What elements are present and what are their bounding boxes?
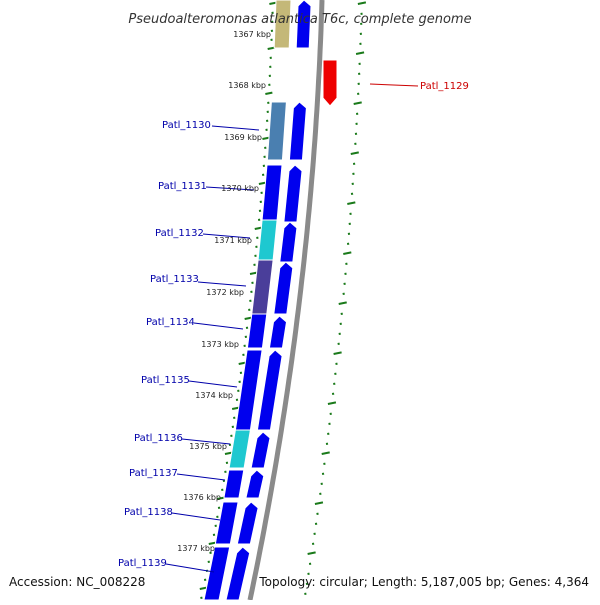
tick-mark [315, 502, 323, 504]
gene-arrow-patl-1129 [323, 60, 337, 106]
kbp-label: 1375 kbp [189, 442, 227, 451]
kbp-label: 1374 kbp [195, 391, 233, 400]
kbp-label: 1373 kbp [201, 340, 239, 349]
gene-block [258, 220, 277, 260]
kbp-label: 1370 kbp [221, 184, 259, 193]
kbp-label: 1376 kbp [183, 493, 221, 502]
kbp-label: 1367 kbp [233, 30, 271, 39]
label-leader-line [198, 282, 246, 286]
gene-label: Patl_1129 [420, 81, 469, 92]
gene-label: Patl_1138 [124, 507, 173, 518]
tick-mark [339, 302, 347, 304]
tick-mark [269, 3, 276, 4]
tick-mark [328, 402, 336, 404]
label-leader-line [194, 323, 243, 329]
label-leader-line [370, 84, 418, 86]
label-leader-line [189, 381, 237, 387]
label-leader-line [166, 564, 214, 572]
gene-label: Patl_1133 [150, 274, 199, 285]
tick-mark [308, 552, 316, 554]
tick-mark [343, 252, 351, 254]
gene-arrow [251, 432, 270, 468]
gene-label: Patl_1139 [118, 558, 167, 569]
gene-arrow [289, 102, 306, 160]
gene-block [247, 314, 266, 348]
kbp-label: 1377 kbp [177, 544, 215, 553]
gene-label: Patl_1136 [134, 433, 183, 444]
tick-mark [356, 52, 364, 54]
gene-block [262, 165, 282, 220]
gene-block [267, 102, 286, 160]
gene-arrow [257, 350, 282, 430]
gene-arrow [284, 165, 302, 222]
map-title: Pseudoalteromonas atlantica T6c, complet… [128, 12, 471, 27]
label-leader-line [177, 474, 225, 480]
kbp-label: 1369 kbp [224, 133, 262, 142]
gene-arrow [274, 262, 293, 314]
gene-arrow [246, 470, 264, 498]
label-leader-line [212, 126, 259, 130]
tick-mark [322, 452, 330, 454]
label-leader-line [172, 513, 220, 520]
gene-block [224, 470, 244, 498]
gene-label: Patl_1131 [158, 181, 207, 192]
tick-mark [268, 48, 275, 49]
kbp-label: 1368 kbp [228, 81, 266, 90]
gene-arrow [280, 222, 297, 262]
tick-mark [351, 152, 359, 154]
gene-label: Patl_1135 [141, 375, 190, 386]
gene-block [252, 260, 273, 314]
gene-label: Patl_1137 [129, 468, 178, 479]
gene-block [204, 547, 230, 600]
kbp-label: 1371 kbp [214, 236, 252, 245]
gene-arrow [226, 547, 250, 600]
tick-mark [265, 93, 272, 94]
gene-arrow [237, 502, 258, 544]
tick-mark [250, 273, 257, 274]
gene-label: Patl_1130 [162, 120, 211, 131]
tick-mark [334, 352, 342, 354]
tick-mark [245, 318, 252, 319]
tick-mark [347, 202, 355, 204]
gene-arrow [269, 316, 286, 348]
gene-label: Patl_1134 [146, 317, 195, 328]
tick-mark [255, 228, 262, 229]
tick-mark [225, 453, 232, 454]
tick-mark [200, 588, 207, 589]
gene-label: Patl_1132 [155, 228, 204, 239]
kbp-label: 1372 kbp [206, 288, 244, 297]
accession-text: Accession: NC_008228 [9, 575, 145, 589]
gene-block [235, 350, 262, 430]
tick-mark [358, 2, 366, 4]
tick-mark [354, 102, 362, 104]
topology-text: Topology: circular; Length: 5,187,005 bp… [258, 575, 589, 589]
